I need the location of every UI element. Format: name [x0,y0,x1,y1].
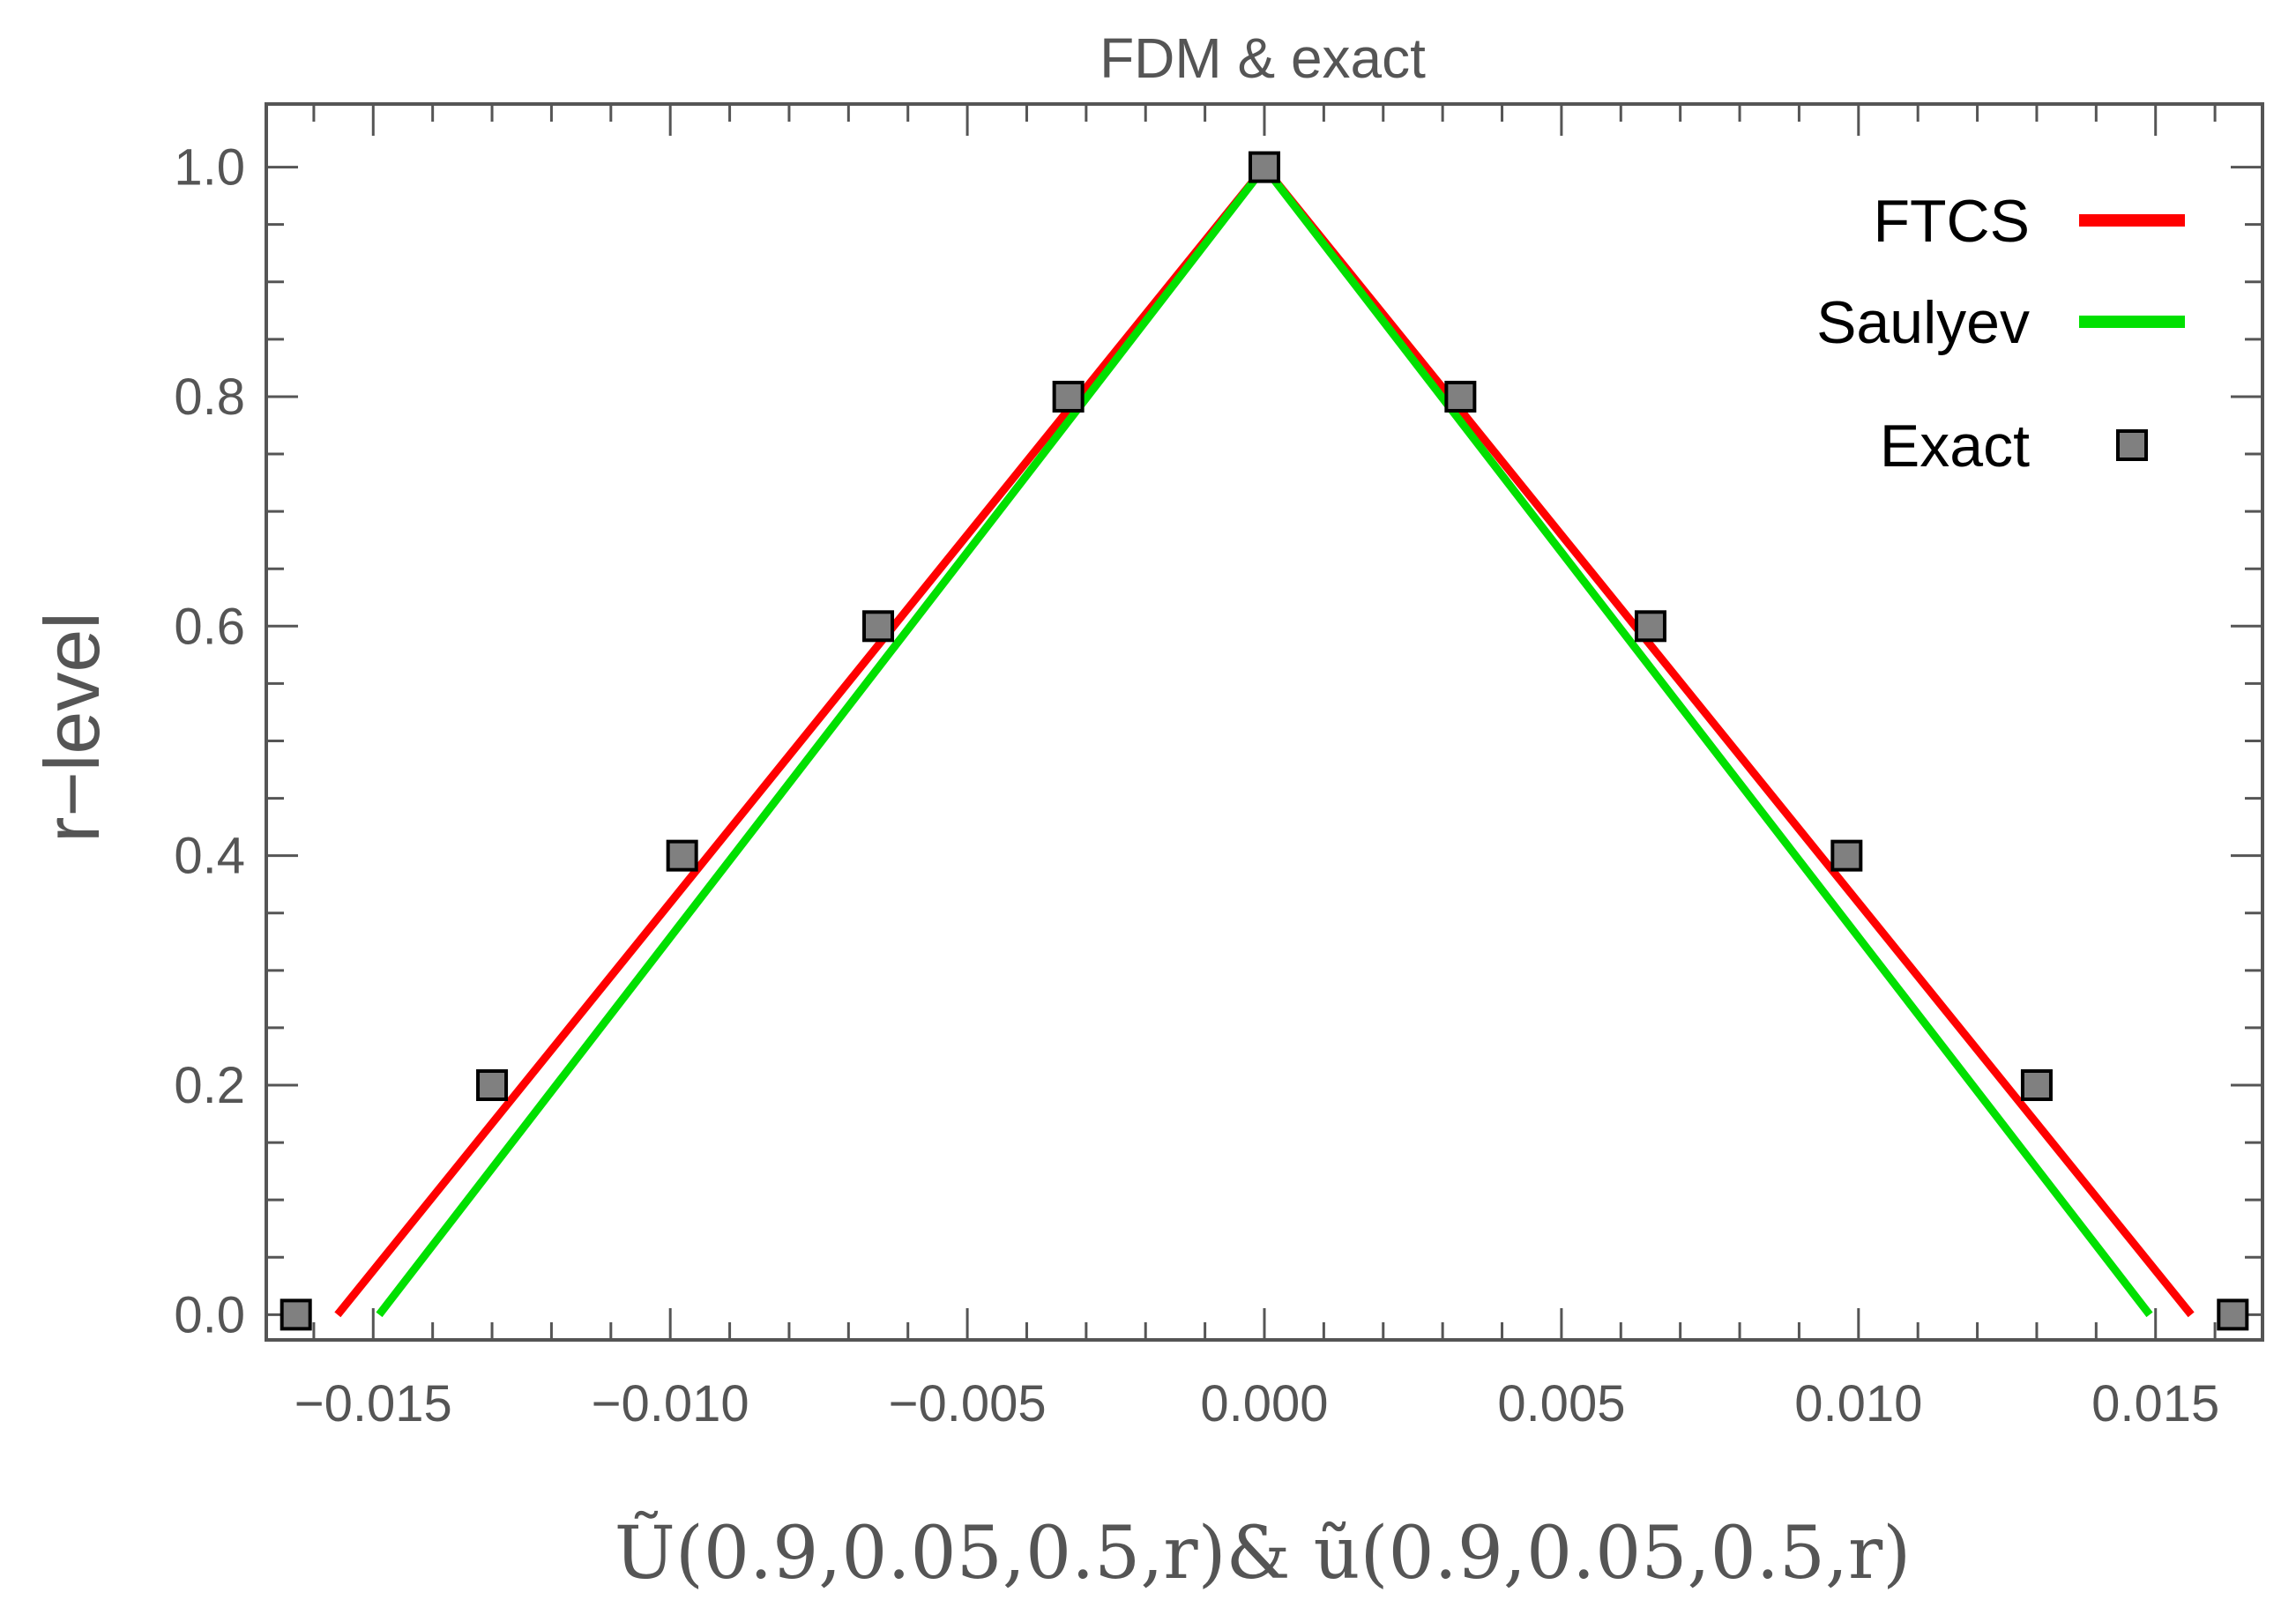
exact-point [1634,610,1666,643]
exact-point [1830,839,1863,872]
x-tick-label: 0.000 [1200,1375,1328,1432]
x-axis-tick-labels: −0.015 −0.010 −0.005 0.000 0.005 0.010 0.015 [294,1375,2220,1432]
chart-title: FDM & exact [1100,26,1426,90]
y-axis-tick-labels: 0.0 0.2 0.4 0.6 0.8 1.0 [174,139,245,1344]
exact-point [862,610,895,643]
x-tick-label: 0.010 [1794,1375,1922,1432]
y-tick-label: 0.0 [174,1286,245,1343]
legend-label-exact: Exact [1880,413,2030,480]
marker-layer [280,151,2249,1331]
y-axis-label: r−level [28,612,116,843]
exact-point [280,1298,312,1331]
x-tick-label: −0.010 [592,1375,749,1432]
exact-point [2020,1069,2053,1102]
y-tick-label: 0.8 [174,368,245,426]
exact-point [476,1069,509,1102]
x-tick-label: −0.005 [889,1375,1047,1432]
exact-point [666,839,698,872]
x-tick-label: 0.015 [2091,1375,2219,1432]
exact-point [1444,380,1477,413]
y-tick-label: 0.6 [174,598,245,655]
exact-point [2217,1298,2249,1331]
y-tick-label: 1.0 [174,139,245,197]
exact-point [1249,151,1280,183]
legend-swatch-exact [2116,429,2148,461]
x-axis-label: Ũ(0.9,0.05,0.5,r)& ũ(0.9,0.05,0.5,r) [615,1511,1912,1596]
y-tick-label: 0.4 [174,828,245,885]
exact-point [1052,380,1085,413]
legend-label-saulyev: Saulyev [1816,289,2030,356]
y-tick-label: 0.2 [174,1057,245,1114]
legend-label-ftcs: FTCS [1873,188,2030,255]
legend: FTCS Saulyev Exact [1816,188,2185,480]
x-axis-ticks [312,104,2217,1340]
x-tick-label: −0.015 [294,1375,452,1432]
x-tick-label: 0.005 [1497,1375,1625,1432]
